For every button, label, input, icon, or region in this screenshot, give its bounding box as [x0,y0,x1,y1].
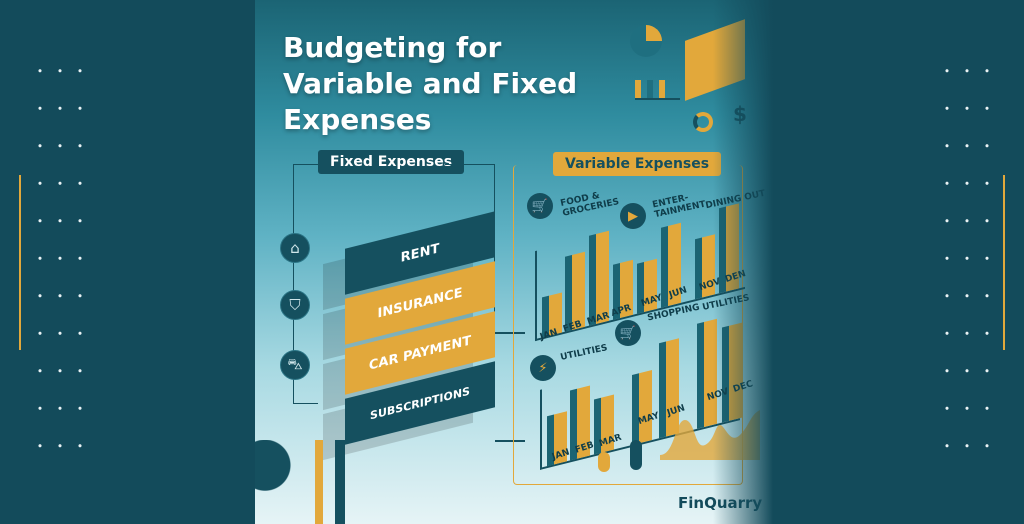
cylinder-icon [630,440,642,470]
wave-chart [660,410,760,460]
bar-chart-icon [635,80,680,100]
dollar-icon: $ [733,102,747,126]
fixed-connector [293,164,318,404]
arrow-to-variable-2 [495,440,525,442]
shield-icon: ⛉ [280,290,310,320]
month-label: DEN [723,268,748,286]
bar-dec [722,322,742,423]
fixed-expenses-label: Fixed Expenses [318,150,465,174]
infographic-title: Budgeting for Variable and Fixed Expenses [283,31,578,136]
month-label: DEC [731,379,755,395]
donut-icon [693,112,713,132]
decorative-shapes [255,440,355,524]
3d-chart-icon [685,19,745,101]
bar-may [632,370,652,445]
accent-line-right [1003,175,1005,350]
cylinder-icon [598,452,610,472]
infographic: Budgeting for Variable and Fixed Expenses … [255,0,773,524]
category-dining-out: DINING OUT [704,188,767,212]
car-icon: ⛍ [280,350,310,380]
variable-expenses-label: Variable Expenses [553,152,722,176]
dot-grid-left [30,52,90,452]
utilities-icon: ⚡ [530,355,556,381]
accent-line-left [19,175,21,350]
arrow-to-variable-1 [495,332,525,334]
film-icon: ▶ [620,203,646,229]
house-icon: ⌂ [280,233,310,263]
bar-den [719,203,739,294]
cart-icon: 🛒 [527,193,553,219]
shopping-cart-icon: 🛒 [615,320,641,346]
brand-logo: FinQuarry [678,494,763,512]
dot-grid-right [937,52,997,452]
pie-chart-icon [630,25,662,57]
